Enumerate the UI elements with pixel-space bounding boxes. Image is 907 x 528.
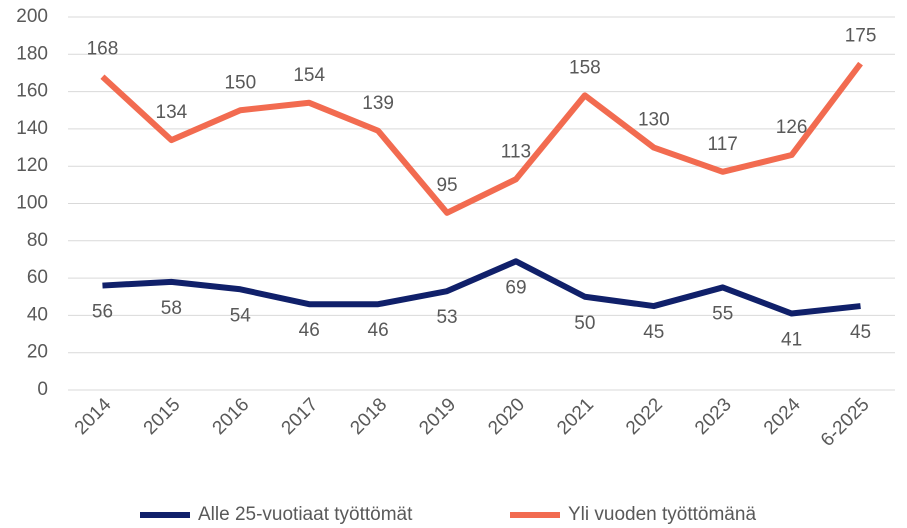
y-tick-label: 40 xyxy=(27,304,48,325)
data-label: 117 xyxy=(708,134,738,155)
data-label: 46 xyxy=(368,320,389,341)
data-label: 46 xyxy=(299,320,320,341)
data-label: 130 xyxy=(638,110,670,131)
data-label: 45 xyxy=(643,322,664,343)
data-label: 150 xyxy=(224,72,256,93)
data-label: 175 xyxy=(845,26,877,47)
data-label: 139 xyxy=(362,93,394,114)
data-label: 168 xyxy=(87,39,119,60)
data-label: 58 xyxy=(161,298,182,319)
data-label: 95 xyxy=(436,175,457,196)
y-tick-label: 100 xyxy=(16,193,48,214)
x-tick-label: 2020 xyxy=(484,394,529,439)
y-tick-label: 180 xyxy=(16,43,48,64)
x-tick-label: 2021 xyxy=(553,394,598,439)
data-label: 158 xyxy=(569,57,601,78)
data-label: 53 xyxy=(436,307,457,328)
legend-label: Alle 25-vuotiaat työttömät xyxy=(198,504,413,525)
x-tick-label: 2019 xyxy=(415,394,460,439)
line xyxy=(100,61,863,216)
y-tick-label: 80 xyxy=(27,230,48,251)
data-label: 154 xyxy=(293,65,325,86)
y-tick-label: 120 xyxy=(16,155,48,176)
data-label: 126 xyxy=(776,117,808,138)
y-tick-label: 160 xyxy=(16,81,48,102)
data-label: 134 xyxy=(156,102,188,123)
data-label: 56 xyxy=(92,302,113,323)
data-label: 69 xyxy=(505,277,526,298)
x-tick-label: 2017 xyxy=(278,394,323,439)
legend-label: Yli vuoden työttömänä xyxy=(568,504,756,525)
data-label: 41 xyxy=(781,330,802,351)
data-label: 54 xyxy=(230,305,252,326)
x-tick-label: 2015 xyxy=(140,394,185,439)
data-label: 45 xyxy=(850,322,871,343)
y-tick-label: 20 xyxy=(27,342,48,363)
y-tick-label: 140 xyxy=(16,118,48,139)
data-label: 50 xyxy=(574,313,595,334)
y-tick-label: 200 xyxy=(16,6,48,27)
x-tick-label: 2022 xyxy=(622,394,667,439)
x-tick-label: 2018 xyxy=(346,394,391,439)
x-tick-label: 2016 xyxy=(209,394,254,439)
y-tick-label: 0 xyxy=(37,379,48,400)
x-tick-label: 2024 xyxy=(760,394,805,439)
x-tick-label: 2014 xyxy=(71,394,116,439)
y-tick-label: 60 xyxy=(27,267,48,288)
line xyxy=(102,258,861,317)
x-tick-label: 6-2025 xyxy=(817,394,874,451)
data-label: 113 xyxy=(501,141,531,162)
data-label: 55 xyxy=(712,303,733,324)
x-tick-label: 2023 xyxy=(691,394,736,439)
